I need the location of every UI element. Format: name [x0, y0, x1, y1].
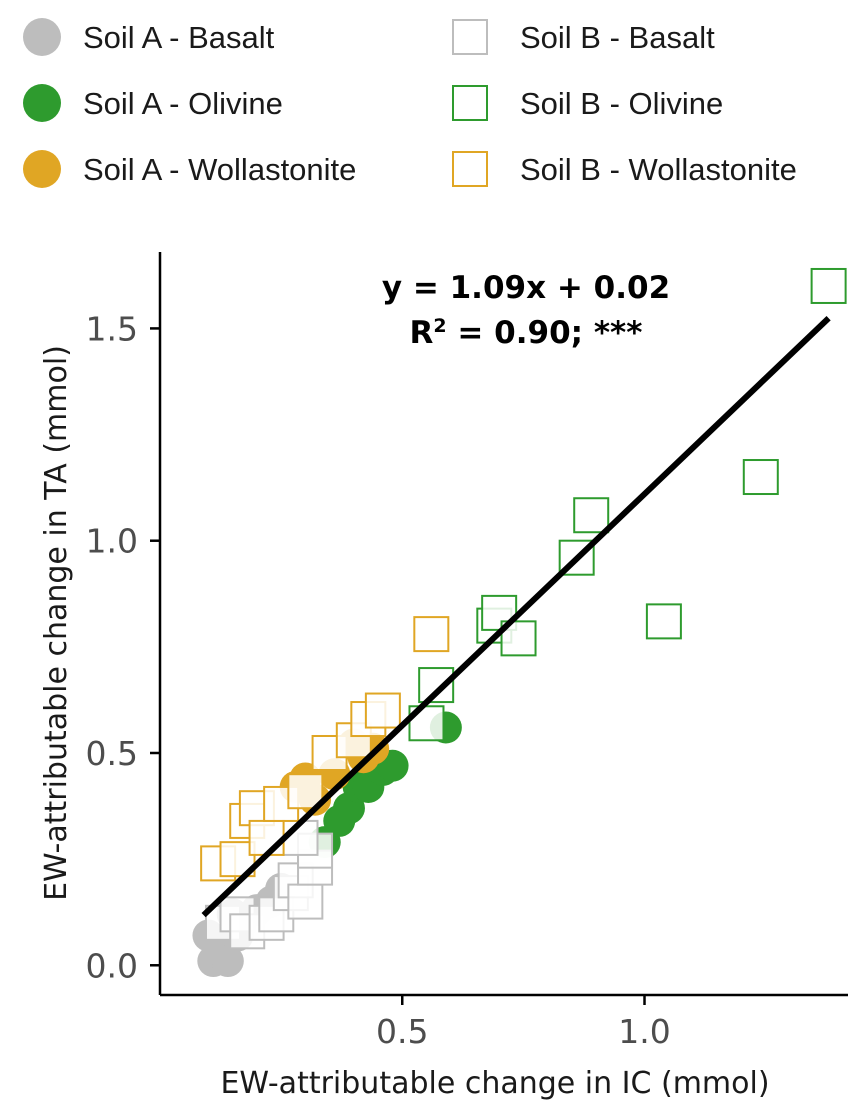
legend-soil-a-olivine-marker: [23, 84, 61, 122]
r2-value: = 0.90; ***: [447, 315, 643, 351]
legend-soil-a-wollastonite-marker: [23, 150, 61, 188]
series-soil-b-wollastonite: [200, 616, 450, 882]
data-point: [287, 773, 324, 810]
legend-soil-b-wollastonite-marker: [452, 151, 488, 187]
data-point: [248, 819, 285, 856]
y-axis-title: EW-attributable change in TA (mmol): [39, 345, 74, 901]
data-point: [573, 497, 610, 534]
x-axis-title: EW-attributable change in IC (mmol): [220, 1066, 769, 1101]
series-soil-b-basalt: [204, 819, 334, 950]
data-point: [408, 705, 445, 742]
data-point: [645, 603, 682, 640]
legend-soil-a-wollastonite-label: Soil A - Wollastonite: [83, 152, 356, 187]
x-tick-label: 1.0: [618, 1012, 670, 1051]
data-point: [810, 267, 847, 304]
legend-soil-a-basalt-marker: [23, 18, 61, 56]
data-point: [211, 945, 244, 978]
r2-prefix: R: [410, 315, 434, 351]
legend-soil-a-basalt-label: Soil A - Basalt: [83, 20, 275, 55]
regression-r-squared: R2 = 0.90; ***: [410, 315, 643, 351]
data-point: [287, 883, 324, 920]
legend-soil-b-olivine-label: Soil B - Olivine: [520, 86, 723, 121]
y-tick-label: 1.0: [86, 522, 138, 561]
x-tick-label: 0.5: [376, 1012, 428, 1051]
regression-layer: [201, 315, 831, 918]
y-tick-label: 1.5: [86, 309, 138, 348]
r2-superscript: 2: [433, 315, 446, 337]
legend-soil-b-basalt-marker: [452, 19, 488, 55]
legend: Soil A - Basalt Soil B - Basalt Soil A - O…: [23, 18, 797, 188]
legend-soil-a-olivine-label: Soil A - Olivine: [83, 86, 283, 121]
data-point: [364, 692, 401, 729]
y-tick-label: 0.5: [86, 734, 138, 773]
plot-area: [192, 267, 847, 978]
regression-line: [201, 315, 831, 918]
legend-soil-b-basalt-label: Soil B - Basalt: [520, 20, 715, 55]
data-point: [742, 459, 779, 496]
y-tick-label: 0.0: [86, 946, 138, 985]
regression-equation: y = 1.09x + 0.02: [382, 270, 670, 306]
data-point: [500, 620, 537, 657]
legend-soil-b-wollastonite-label: Soil B - Wollastonite: [520, 152, 797, 187]
data-point: [413, 616, 450, 653]
legend-soil-b-olivine-marker: [452, 85, 488, 121]
axes: 0.0 0.5 1.0 1.5 0.5 1.0: [86, 252, 848, 1051]
series-soil-b-olivine: [408, 267, 847, 742]
